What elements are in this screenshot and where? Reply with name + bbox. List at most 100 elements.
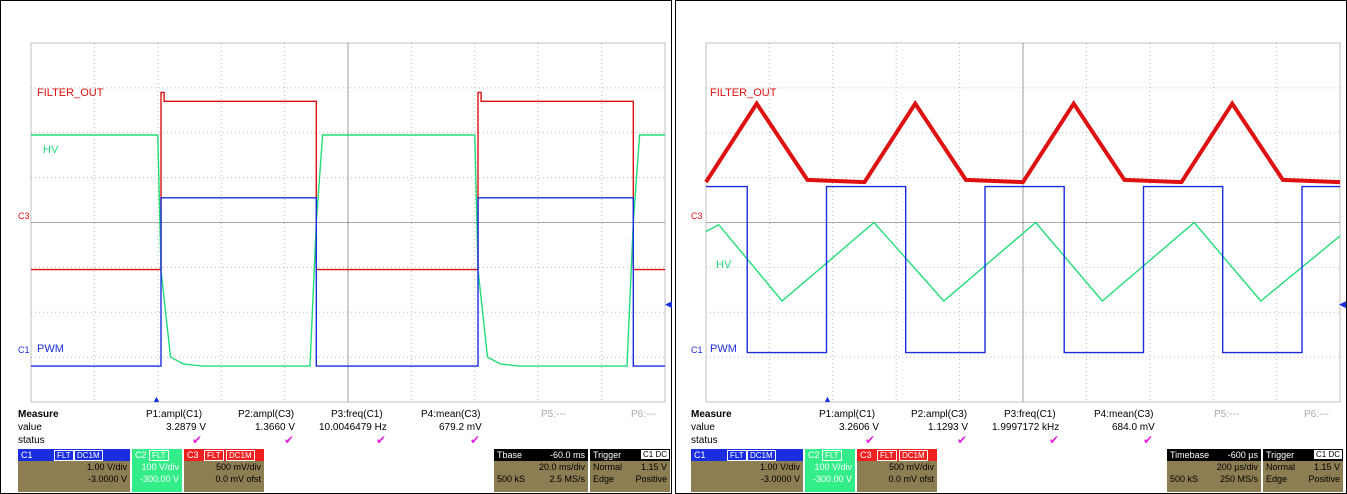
timebase-delay: -600 µs bbox=[1227, 450, 1258, 460]
measure-p3-value: 1.9997172 kHz bbox=[992, 422, 1060, 433]
scope-left: FILTER_OUT HV PWM C3 C1 ▲ ◀ Measure valu… bbox=[0, 0, 672, 494]
c3-marker: C3 bbox=[691, 211, 703, 221]
channel-c1-box[interactable]: C1 FLT DC1M 1.00 V/div -3.0000 V bbox=[691, 449, 803, 492]
coupling-tag: DC1M bbox=[74, 450, 103, 461]
timebase-label: Tbase bbox=[497, 450, 523, 460]
measure-p4-value: 684.0 mV bbox=[1112, 422, 1155, 433]
channel-c2-box[interactable]: C2 FLT 100 V/div -300.00 V bbox=[805, 449, 855, 492]
channel-c3-box[interactable]: C3 FLT DC1M 500 mV/div 0.0 mV ofst bbox=[184, 449, 264, 492]
c3-marker: C3 bbox=[18, 211, 30, 221]
measure-header[interactable]: Measure bbox=[18, 409, 59, 420]
c1-marker: C1 bbox=[18, 345, 30, 355]
pwm-label: PWM bbox=[37, 343, 64, 355]
c1-marker: C1 bbox=[691, 345, 703, 355]
trigger-type: Edge bbox=[593, 474, 615, 484]
measure-p2-value: 1.1293 V bbox=[928, 422, 969, 433]
measure-p1-value: 3.2606 V bbox=[839, 422, 880, 433]
trigger-slope: Positive bbox=[1308, 474, 1340, 484]
measure-header[interactable]: Measure bbox=[691, 409, 732, 420]
timebase-scale: 200 µs/div bbox=[1216, 462, 1258, 472]
channel-c3-box[interactable]: C3 FLT DC1M 500 mV/div 0.0 mV ofst bbox=[857, 449, 937, 492]
filter-tag: FLT bbox=[822, 450, 842, 461]
status-check-icon: ✔ bbox=[865, 433, 876, 447]
timebase-scale: 20.0 ms/div bbox=[538, 462, 585, 472]
measure-p5-name[interactable]: P5:--- bbox=[541, 409, 566, 420]
trace-pwm bbox=[706, 185, 1340, 354]
status-check-icon: ✔ bbox=[284, 433, 295, 447]
channel-name: C1 bbox=[21, 450, 33, 460]
measure-p1-name[interactable]: P1:ampl(C1) bbox=[819, 409, 876, 420]
trace-filter-out bbox=[704, 99, 1341, 185]
hv-label: HV bbox=[43, 144, 59, 156]
measure-p3-value: 10.0046479 Hz bbox=[319, 422, 387, 433]
trigger-label: Trigger bbox=[593, 450, 622, 460]
timebase-samples: 500 kS bbox=[497, 474, 526, 484]
trace-hv bbox=[31, 134, 665, 367]
measure-p3-name[interactable]: P3:freq(C1) bbox=[331, 409, 383, 420]
channel-name: C3 bbox=[860, 450, 872, 460]
measure-p2-value: 1.3660 V bbox=[255, 422, 296, 433]
filter-tag: FLT bbox=[54, 450, 74, 461]
measure-p2-name[interactable]: P2:ampl(C3) bbox=[911, 409, 968, 420]
hv-label: HV bbox=[716, 259, 732, 271]
timebase-label: Timebase bbox=[1170, 450, 1210, 460]
status-check-icon: ✔ bbox=[957, 433, 968, 447]
measure-p4-name[interactable]: P4:mean(C3) bbox=[1094, 409, 1154, 420]
scope-right: FILTER_OUT HV PWM C3 C1 ▲ ◀ Measure valu… bbox=[675, 0, 1347, 494]
channel-offset: 0.0 mV ofst bbox=[888, 474, 934, 484]
trigger-pos-icon: ▲ bbox=[152, 394, 161, 404]
measure-p3-name[interactable]: P3:freq(C1) bbox=[1004, 409, 1056, 420]
channel-scale: 100 V/div bbox=[814, 462, 852, 472]
channel-scale: 1.00 V/div bbox=[86, 462, 127, 472]
measure-p6-name[interactable]: P6:--- bbox=[631, 409, 656, 420]
channel-c2-box[interactable]: C2 FLT 100 V/div -300.00 V bbox=[132, 449, 182, 492]
coupling-tag: DC1M bbox=[899, 450, 928, 461]
coupling-tag: DC1M bbox=[747, 450, 776, 461]
trigger-source: C1 DC bbox=[640, 450, 669, 459]
timebase-rate: 2.5 MS/s bbox=[549, 474, 585, 484]
channel-offset: -300.00 V bbox=[139, 474, 179, 484]
measure-row-status: status bbox=[691, 435, 718, 446]
status-check-icon: ✔ bbox=[1049, 433, 1060, 447]
trigger-mode: Normal bbox=[1266, 462, 1296, 472]
channel-name: C3 bbox=[187, 450, 199, 460]
channel-scale: 100 V/div bbox=[141, 462, 179, 472]
measure-p1-value: 3.2879 V bbox=[166, 422, 207, 433]
trace-hv bbox=[705, 221, 1341, 302]
timebase-box[interactable]: Timebase -600 µs 200 µs/div 500 kS 250 MS/… bbox=[1167, 449, 1261, 492]
trigger-pos-icon: ▲ bbox=[823, 394, 832, 404]
filter-tag: FLT bbox=[149, 450, 169, 461]
timebase-rate: 250 MS/s bbox=[1219, 474, 1258, 484]
trace-filter-out bbox=[31, 91, 665, 271]
trigger-box[interactable]: Trigger C1 DC Normal 1.15 V Edge Positive bbox=[1263, 449, 1343, 492]
measure-p4-name[interactable]: P4:mean(C3) bbox=[421, 409, 481, 420]
timebase-box[interactable]: Tbase -60.0 ms 20.0 ms/div 500 kS 2.5 MS/s bbox=[494, 449, 588, 492]
trigger-level: 1.15 V bbox=[640, 462, 667, 472]
filter-tag: FLT bbox=[204, 450, 224, 461]
measure-p4-value: 679.2 mV bbox=[439, 422, 482, 433]
plot-border bbox=[30, 42, 666, 403]
trigger-level-icon: ◀ bbox=[1339, 299, 1346, 309]
measure-p6-name[interactable]: P6:--- bbox=[1304, 409, 1329, 420]
channel-scale: 500 mV/div bbox=[215, 462, 261, 472]
channel-name: C2 bbox=[808, 450, 820, 460]
measure-row-value: value bbox=[18, 422, 42, 433]
trigger-box[interactable]: Trigger C1 DC Normal 1.15 V Edge Positive bbox=[590, 449, 670, 492]
timebase-delay: -60.0 ms bbox=[549, 450, 585, 460]
channel-c1-box[interactable]: C1 FLT DC1M 1.00 V/div -3.0000 V bbox=[18, 449, 130, 492]
coupling-tag: DC1M bbox=[226, 450, 255, 461]
measure-p5-name[interactable]: P5:--- bbox=[1214, 409, 1239, 420]
filter-out-label: FILTER_OUT bbox=[37, 87, 104, 99]
measure-row-status: status bbox=[18, 435, 45, 446]
measure-row-value: value bbox=[691, 422, 715, 433]
filter-out-label: FILTER_OUT bbox=[710, 87, 777, 99]
channel-name: C2 bbox=[135, 450, 147, 460]
trigger-level-icon: ◀ bbox=[665, 299, 672, 309]
measure-p2-name[interactable]: P2:ampl(C3) bbox=[238, 409, 295, 420]
measure-p1-name[interactable]: P1:ampl(C1) bbox=[146, 409, 203, 420]
channel-name: C1 bbox=[694, 450, 706, 460]
timebase-samples: 500 kS bbox=[1170, 474, 1199, 484]
waveform-plot bbox=[30, 42, 666, 403]
filter-tag: FLT bbox=[727, 450, 747, 461]
trigger-label: Trigger bbox=[1266, 450, 1295, 460]
